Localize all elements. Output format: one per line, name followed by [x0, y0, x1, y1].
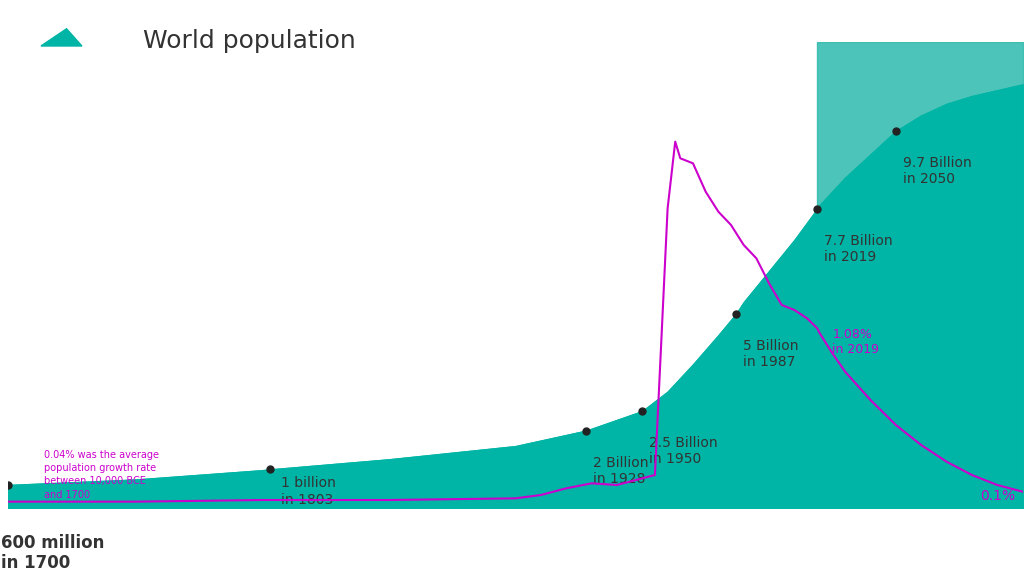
Text: 1 billion
in 1803: 1 billion in 1803: [281, 477, 336, 507]
Text: 0.1%: 0.1%: [980, 489, 1015, 503]
Text: 600 million
in 1700: 600 million in 1700: [1, 534, 104, 573]
Text: World population: World population: [143, 29, 356, 53]
Text: 2.5 Billion
in 1950: 2.5 Billion in 1950: [649, 436, 718, 466]
Text: 1.08%
in 2019: 1.08% in 2019: [833, 328, 880, 356]
Text: 5 Billion
in 1987: 5 Billion in 1987: [743, 339, 799, 369]
Text: 2 Billion
in 1928: 2 Billion in 1928: [594, 455, 649, 486]
Text: 7.7 Billion
in 2019: 7.7 Billion in 2019: [824, 234, 893, 264]
Text: 0.04% was the average
population growth rate
between 10,000 BCE
and 1700: 0.04% was the average population growth …: [44, 450, 159, 500]
Text: 9.7 Billion
in 2050: 9.7 Billion in 2050: [903, 156, 972, 186]
